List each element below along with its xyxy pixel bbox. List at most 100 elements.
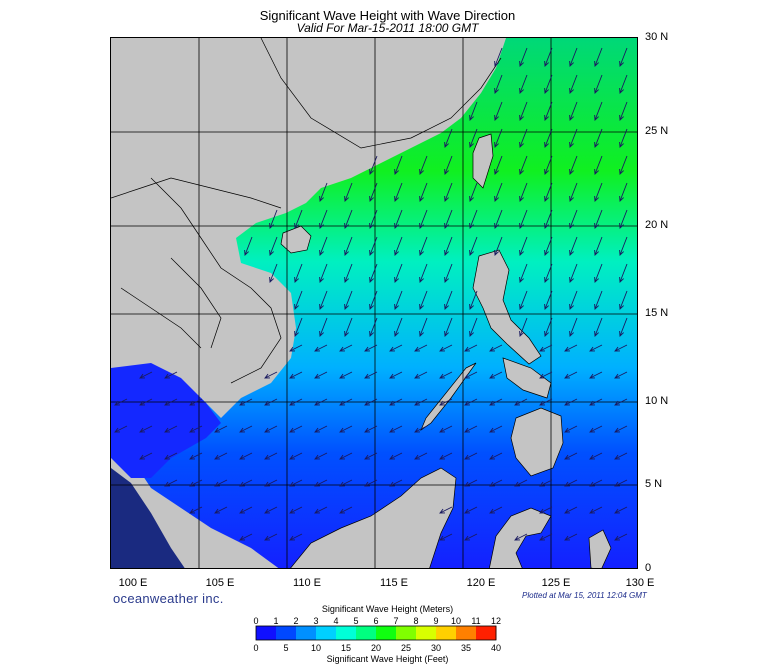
wave-arrow (369, 236, 378, 256)
wave-arrow (239, 425, 253, 433)
wave-arrow (589, 479, 603, 487)
wave-arrow (239, 452, 253, 460)
wave-arrow (314, 344, 328, 352)
wave-arrow (614, 371, 628, 379)
wave-arrow (389, 371, 403, 379)
wave-arrow (444, 290, 453, 310)
wave-arrow (289, 398, 303, 406)
wave-arrow (339, 479, 353, 487)
colorbar-cell (276, 626, 297, 640)
wave-arrow (594, 155, 603, 175)
wave-arrow (464, 506, 478, 514)
lon-label-100e: 100 E (118, 577, 148, 589)
wave-arrow (339, 398, 353, 406)
wave-arrow (419, 290, 428, 310)
wave-arrow (594, 290, 603, 310)
wave-arrow (344, 290, 353, 310)
wave-arrow (269, 236, 278, 256)
wave-arrow (569, 290, 578, 310)
wave-arrow (564, 506, 578, 514)
wave-arrow (539, 371, 553, 379)
colorbar-border (255, 625, 497, 641)
wave-arrow (619, 128, 628, 148)
colorbar-cell (396, 626, 417, 640)
wave-arrow (444, 155, 453, 175)
wave-arrow (614, 452, 628, 460)
wave-arrow (364, 344, 378, 352)
wave-arrow (469, 317, 478, 337)
wave-arrow (539, 344, 553, 352)
wave-arrow (444, 263, 453, 283)
wave-arrow (469, 182, 478, 202)
wave-arrow (519, 101, 528, 121)
wave-arrow (439, 533, 453, 541)
wave-arrow (619, 74, 628, 94)
wave-arrow (494, 128, 503, 148)
wave-arrow (289, 452, 303, 460)
wave-arrow (244, 236, 253, 256)
wave-arrow (614, 425, 628, 433)
wave-arrow (419, 236, 428, 256)
wave-arrow (519, 236, 528, 256)
wave-arrow (544, 263, 553, 283)
wave-arrow (594, 47, 603, 67)
wave-arrow (314, 452, 328, 460)
wave-arrow (269, 209, 278, 229)
wave-arrow (414, 452, 428, 460)
colorbar-meters-tick: 8 (413, 616, 418, 626)
wave-arrow (544, 74, 553, 94)
wave-arrow (394, 182, 403, 202)
wave-arrow (464, 479, 478, 487)
wave-arrow (544, 317, 553, 337)
wave-arrow (314, 479, 328, 487)
colorbar-cell (336, 626, 357, 640)
wave-arrow (619, 317, 628, 337)
wave-arrow (369, 155, 378, 175)
wave-arrow (214, 479, 228, 487)
colorbar-feet-tick: 25 (401, 643, 411, 653)
colorbar-feet-tick: 5 (283, 643, 288, 653)
wave-arrow (369, 290, 378, 310)
wave-arrow (519, 182, 528, 202)
wave-arrow (619, 263, 628, 283)
wave-arrow (519, 74, 528, 94)
wave-arrow (494, 155, 503, 175)
wave-arrow (494, 101, 503, 121)
wave-arrow (619, 155, 628, 175)
wave-arrow (464, 344, 478, 352)
country-borders (111, 38, 502, 384)
wave-arrow (464, 533, 478, 541)
colorbar-cell (256, 626, 277, 640)
wave-arrow (139, 398, 153, 406)
wave-arrow (464, 398, 478, 406)
wave-arrow (464, 371, 478, 379)
wave-arrow (619, 182, 628, 202)
wave-arrow (289, 344, 303, 352)
wave-arrow (394, 263, 403, 283)
wave-arrow (339, 344, 353, 352)
wave-arrow (594, 209, 603, 229)
wave-arrow (544, 101, 553, 121)
wave-arrow (594, 182, 603, 202)
wave-arrow (594, 128, 603, 148)
lon-label-110e: 110 E (293, 577, 321, 589)
sulawesi-island (489, 507, 552, 568)
wave-arrow (214, 506, 228, 514)
ocean-area (111, 38, 637, 568)
wave-arrow (269, 263, 278, 283)
wave-arrow (319, 236, 328, 256)
lat-label-25n: 25 N (645, 125, 669, 137)
mindanao-island (510, 407, 564, 477)
wave-arrow (394, 155, 403, 175)
wave-arrow (439, 398, 453, 406)
wave-arrow (364, 452, 378, 460)
wave-arrow (264, 479, 278, 487)
wave-arrow (619, 101, 628, 121)
wave-arrow (544, 128, 553, 148)
colorbar-cell (456, 626, 477, 640)
colorbar-meters-tick: 7 (393, 616, 398, 626)
wave-arrow (444, 209, 453, 229)
wave-arrow (164, 371, 178, 379)
wave-arrow (544, 236, 553, 256)
wave-arrow (289, 533, 303, 541)
